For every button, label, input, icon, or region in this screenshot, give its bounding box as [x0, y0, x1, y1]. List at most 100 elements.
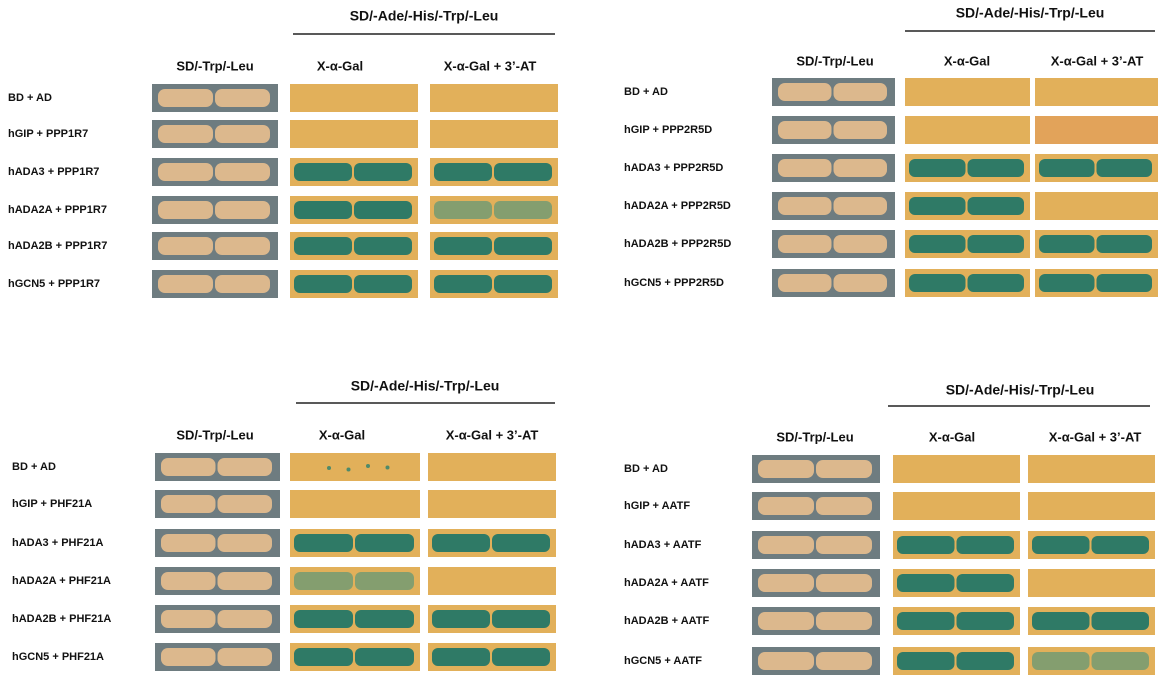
colony	[161, 610, 216, 628]
colony	[494, 275, 552, 293]
colony	[434, 163, 492, 181]
colony	[492, 648, 550, 666]
plate-cell	[772, 230, 895, 258]
colony	[354, 163, 412, 181]
colony	[158, 275, 213, 293]
colony	[957, 652, 1015, 670]
colony	[834, 197, 888, 215]
column-header: X-α-Gal	[929, 429, 975, 444]
colony	[161, 572, 216, 590]
colony	[161, 534, 216, 552]
plate-bg	[1028, 569, 1155, 597]
plate-cell	[428, 490, 556, 518]
colony	[494, 237, 552, 255]
plate-bg	[428, 453, 556, 481]
colony	[492, 534, 550, 552]
plate-cell	[155, 453, 280, 481]
plate-cell	[1028, 647, 1155, 675]
row-label: hADA2A + PHF21A	[12, 575, 111, 587]
colony	[897, 536, 955, 554]
plate-cell	[290, 270, 418, 298]
plate-cell	[1028, 455, 1155, 483]
colony	[434, 237, 492, 255]
colony	[834, 121, 888, 139]
row-label: BD + AD	[12, 461, 56, 473]
plate-cell	[152, 158, 278, 186]
colony	[1092, 612, 1150, 630]
row-label: hGIP + AATF	[624, 500, 690, 512]
colony	[1039, 235, 1095, 253]
plate-cell	[1035, 230, 1158, 258]
plate-bg	[1035, 78, 1158, 106]
row-label: hADA2A + PPP2R5D	[624, 200, 731, 212]
colony	[432, 610, 490, 628]
plate-cell	[428, 567, 556, 595]
colony	[355, 534, 414, 552]
plate-cell	[290, 232, 418, 260]
plate-cell	[893, 607, 1020, 635]
colony	[1032, 612, 1090, 630]
colony	[215, 237, 270, 255]
plate-cell	[893, 569, 1020, 597]
colony	[816, 536, 872, 554]
plate-cell	[155, 567, 280, 595]
colony	[834, 274, 888, 292]
colony	[434, 275, 492, 293]
colony	[758, 652, 814, 670]
row-label: BD + AD	[624, 463, 668, 475]
plate-cell	[155, 490, 280, 518]
colony	[355, 610, 414, 628]
column-header: X-α-Gal	[317, 58, 363, 73]
plate-bg	[905, 116, 1030, 144]
plate-cell	[290, 490, 420, 518]
plate-cell	[1028, 531, 1155, 559]
plate-bg	[1035, 192, 1158, 220]
row-label: hGIP + PHF21A	[12, 498, 92, 510]
colony	[909, 159, 966, 177]
plate-bg	[1028, 455, 1155, 483]
colony	[1039, 159, 1095, 177]
plate-cell	[1028, 607, 1155, 635]
row-label: hGCN5 + PHF21A	[12, 651, 104, 663]
colony	[218, 458, 273, 476]
panel-title: SD/-Ade/-His/-Trp/-Leu	[351, 378, 500, 394]
plate-cell	[428, 453, 556, 481]
plate-bg	[430, 120, 558, 148]
colony	[758, 497, 814, 515]
row-label: hADA2A + AATF	[624, 577, 709, 589]
colony	[158, 201, 213, 219]
plate-cell	[1035, 192, 1158, 220]
colony	[968, 197, 1025, 215]
colony	[492, 610, 550, 628]
plate-cell	[290, 196, 418, 224]
plate-cell	[905, 192, 1030, 220]
colony	[778, 235, 832, 253]
colony	[816, 497, 872, 515]
plate-cell	[905, 154, 1030, 182]
colony	[218, 610, 273, 628]
plate-cell	[1035, 154, 1158, 182]
plate-cell	[905, 269, 1030, 297]
colony	[758, 536, 814, 554]
plate-cell	[905, 230, 1030, 258]
panel-title: SD/-Ade/-His/-Trp/-Leu	[946, 382, 1095, 398]
plate-cell	[905, 116, 1030, 144]
row-label: hADA3 + PPP1R7	[8, 166, 99, 178]
colony	[897, 612, 955, 630]
colony	[778, 121, 832, 139]
colony	[1092, 652, 1150, 670]
plate-bg	[905, 78, 1030, 106]
speck	[347, 468, 351, 472]
plate-bg	[1035, 116, 1158, 144]
plate-cell	[428, 529, 556, 557]
plate-bg	[893, 492, 1020, 520]
plate-cell	[752, 531, 880, 559]
plate-bg	[1028, 492, 1155, 520]
colony	[909, 235, 966, 253]
row-label: hADA3 + AATF	[624, 539, 702, 551]
colony	[816, 460, 872, 478]
column-header: X-α-Gal + 3’-AT	[444, 58, 537, 73]
colony	[1032, 652, 1090, 670]
colony	[355, 648, 414, 666]
row-label: hADA3 + PPP2R5D	[624, 162, 723, 174]
